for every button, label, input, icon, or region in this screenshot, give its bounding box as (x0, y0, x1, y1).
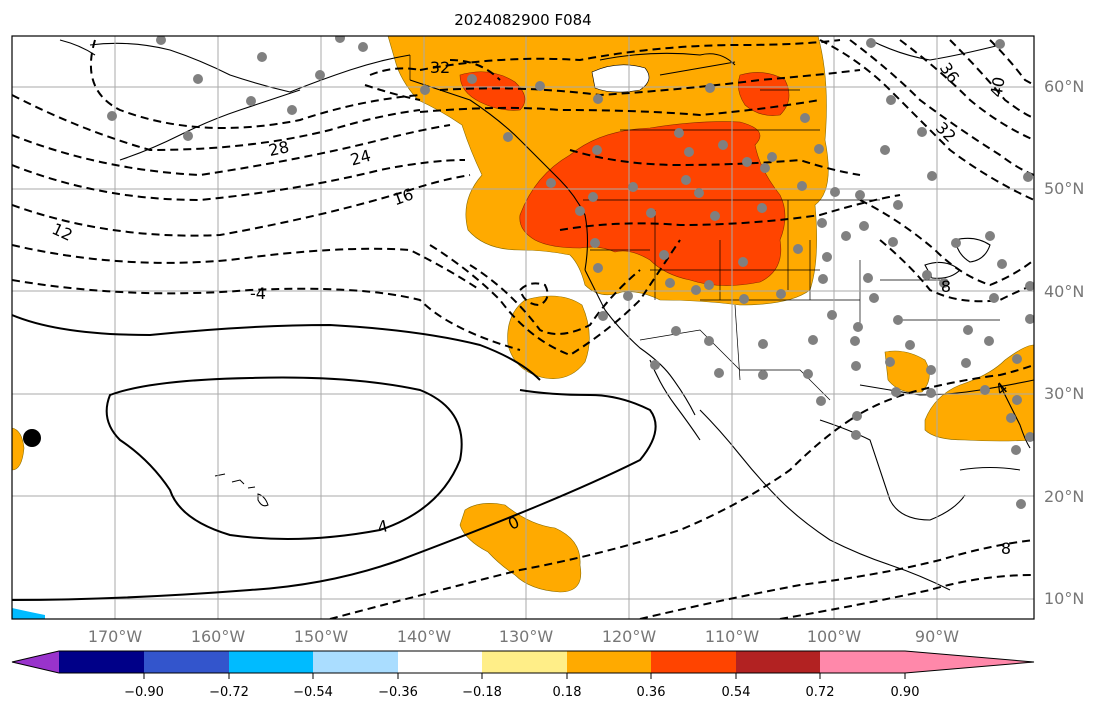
lat-label: 40°N (1044, 282, 1084, 301)
contour-label-28: 28 (267, 137, 291, 160)
colorbar-swatch (398, 651, 482, 673)
lon-label: 160°W (191, 627, 246, 646)
colorbar-outline (11, 650, 1035, 674)
shading-red-orange (459, 71, 790, 286)
colorbar: −0.90 −0.72 −0.54 −0.36 −0.18 0.18 0.36 … (11, 650, 1035, 700)
colorbar-tick-label: −0.18 (462, 685, 502, 700)
lon-label: 120°W (602, 627, 657, 646)
lon-label: 130°W (499, 627, 554, 646)
colorbar-tick-label: −0.72 (209, 685, 249, 700)
shading-gap (591, 64, 650, 93)
lat-label: 20°N (1044, 487, 1084, 506)
colorbar-swatch (12, 651, 59, 673)
lon-label: 90°W (915, 627, 959, 646)
station-dots (107, 36, 1034, 509)
colorbar-tick-label: 0.90 (891, 685, 920, 700)
lat-label: 30°N (1044, 384, 1084, 403)
colorbar-swatch (567, 651, 651, 673)
colorbar-tick-label: −0.90 (124, 685, 164, 700)
colorbar-tick-label: 0.72 (806, 685, 835, 700)
colorbar-swatch (736, 651, 820, 673)
colorbar-swatch (313, 651, 398, 673)
shading-blue-sliver (12, 608, 45, 619)
colorbar-swatch (820, 651, 905, 673)
colorbar-swatch (905, 651, 1034, 673)
lon-label: 170°W (88, 627, 143, 646)
colorbar-swatch (59, 651, 144, 673)
lon-label: 110°W (705, 627, 760, 646)
lat-label: 50°N (1044, 179, 1084, 198)
colorbar-tick-label: 0.36 (637, 685, 666, 700)
colorbar-tick-label: −0.54 (293, 685, 333, 700)
lon-label: 150°W (294, 627, 349, 646)
contour-label-32: 32 (430, 58, 450, 77)
coastlines (59, 39, 1034, 591)
colorbar-tick-label: 0.54 (722, 685, 751, 700)
black-station-marker (23, 429, 41, 447)
contour-label-8-south: 8 (1001, 539, 1011, 558)
lon-label: 100°W (807, 627, 862, 646)
lat-axis-labels: 10°N 20°N 30°N 40°N 50°N 60°N (1044, 77, 1084, 608)
map-title: 2024082900 F084 (454, 11, 591, 29)
dashed-contours (12, 39, 1034, 619)
lat-label: 10°N (1044, 589, 1084, 608)
contour-label-4: 4 (376, 516, 390, 537)
contour-label-8: 8 (941, 277, 951, 296)
graticule (12, 36, 1034, 619)
contour-label-minus4: -4 (250, 284, 266, 303)
colorbar-swatch (651, 651, 736, 673)
lon-axis-labels: 170°W 160°W 150°W 140°W 130°W 120°W 110°… (88, 627, 959, 646)
map-area: 32 28 24 16 12 -4 4 0 36 40 32 8 8 4 (12, 36, 1034, 619)
map-frame (11, 35, 1035, 620)
contour-label-24: 24 (348, 146, 373, 170)
colorbar-swatch (229, 651, 313, 673)
lon-label: 140°W (397, 627, 452, 646)
lat-label: 60°N (1044, 77, 1084, 96)
contour-label-40: 40 (986, 75, 1008, 98)
colorbar-swatch (482, 651, 567, 673)
colorbar-tick-label: 0.18 (553, 685, 582, 700)
colorbar-tick-label: −0.36 (378, 685, 418, 700)
solid-contours (12, 314, 657, 601)
colorbar-swatch (144, 651, 229, 673)
